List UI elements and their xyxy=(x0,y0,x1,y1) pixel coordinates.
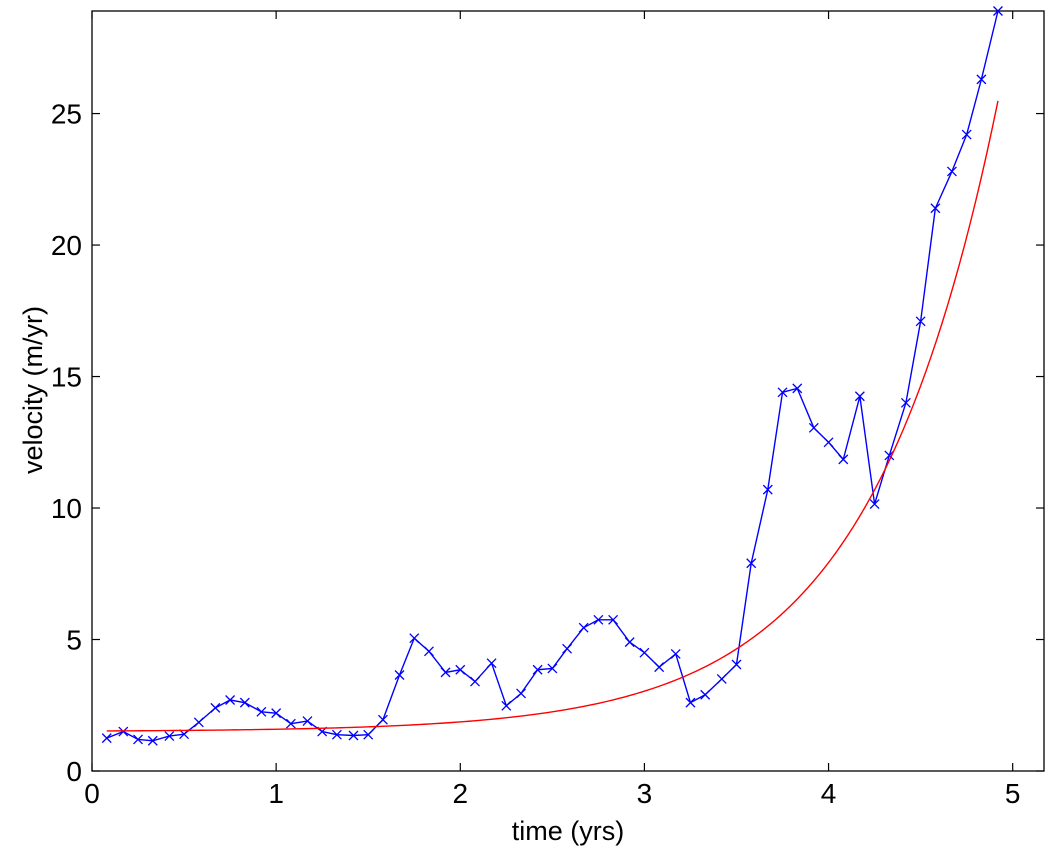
data-point-marker xyxy=(409,633,420,644)
data-point-marker xyxy=(424,646,434,657)
y-tick-label: 20 xyxy=(51,230,82,261)
data-point-marker xyxy=(838,454,849,465)
y-tick-label: 15 xyxy=(51,362,82,393)
data-point-marker xyxy=(133,734,143,745)
data-point-marker xyxy=(486,658,497,669)
data-point-marker xyxy=(608,614,619,625)
data-point-marker xyxy=(777,387,788,398)
x-tick-label: 5 xyxy=(1005,778,1021,809)
data-point-marker xyxy=(823,437,834,448)
data-point-marker xyxy=(930,203,941,214)
data-point-marker xyxy=(746,558,757,569)
y-tick-label: 25 xyxy=(51,99,82,130)
data-point-marker xyxy=(179,729,190,740)
x-tick-label: 0 xyxy=(84,778,100,809)
data-point-marker xyxy=(915,316,926,327)
data-point-marker xyxy=(578,622,589,633)
data-point-marker xyxy=(869,499,880,510)
plot-area xyxy=(91,10,1045,772)
series-layer xyxy=(101,6,1003,746)
data-point-marker xyxy=(654,662,665,673)
data-point-marker xyxy=(440,667,451,678)
data-point-marker xyxy=(808,422,819,433)
y-axis-label: velocity (m/yr) xyxy=(18,306,48,474)
data-point-marker xyxy=(961,129,972,140)
data-point-marker xyxy=(946,166,957,177)
plot-frame xyxy=(91,10,1045,772)
data-point-marker xyxy=(331,729,342,740)
x-tick-label: 3 xyxy=(637,778,653,809)
data-point-marker xyxy=(976,74,987,85)
x-tick-label: 1 xyxy=(268,778,284,809)
data-point-marker xyxy=(593,614,604,625)
data-point-marker xyxy=(547,663,558,674)
data-point-marker xyxy=(670,649,681,659)
ticks-layer: 0 1 2 3 4 5 0 5 10 15 20 25 xyxy=(51,11,1044,809)
y-tick-label: 5 xyxy=(66,625,82,656)
data-point-marker xyxy=(377,714,388,725)
data-point-marker xyxy=(394,670,405,680)
data-point-marker xyxy=(716,673,727,684)
data-point-marker xyxy=(993,6,1003,16)
data-point-marker xyxy=(164,731,175,741)
data-point-marker xyxy=(501,700,512,711)
data-point-marker xyxy=(700,689,711,700)
x-tick-label: 2 xyxy=(452,778,468,809)
data-point-marker xyxy=(210,702,221,713)
data-point-marker xyxy=(792,383,803,394)
data-point-marker xyxy=(762,484,773,495)
data-point-marker xyxy=(285,718,296,729)
data-point-marker xyxy=(239,697,250,708)
data-point-marker xyxy=(900,397,911,408)
data-point-marker xyxy=(624,637,635,648)
data-point-marker xyxy=(639,647,650,658)
x-tick-label: 4 xyxy=(821,778,837,809)
data-point-marker xyxy=(455,664,466,675)
x-axis-label: time (yrs) xyxy=(512,816,624,846)
y-tick-label: 0 xyxy=(66,756,82,787)
data-point-marker xyxy=(271,708,282,719)
data-point-marker xyxy=(118,726,129,737)
data-point-marker xyxy=(516,688,527,699)
data-point-marker xyxy=(731,659,742,670)
data-point-marker xyxy=(854,391,865,402)
data-point-marker xyxy=(348,730,359,741)
data-point-marker xyxy=(470,676,480,687)
data-point-marker xyxy=(193,717,204,728)
data-point-marker xyxy=(685,697,696,708)
data-point-marker xyxy=(302,716,313,726)
data-point-marker xyxy=(532,664,543,675)
data-point-marker xyxy=(147,735,158,746)
data-point-marker xyxy=(225,695,236,705)
fit-curve-line xyxy=(106,100,999,732)
data-point-marker xyxy=(363,729,374,740)
data-point-marker xyxy=(562,643,573,654)
data-point-marker xyxy=(101,733,112,744)
data-point-marker xyxy=(256,706,267,717)
y-tick-label: 10 xyxy=(51,493,82,524)
